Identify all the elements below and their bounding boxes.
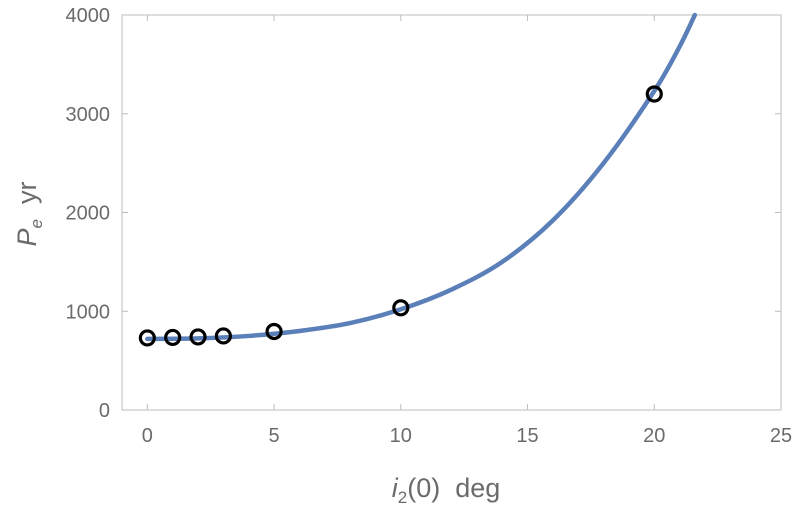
y-tick-label: 4000 [66,5,111,27]
data-point [138,329,156,347]
x-tick-label: 25 [770,425,792,447]
y-tick-label: 2000 [66,203,111,225]
plot-frame [121,14,782,411]
y-tick-label: 3000 [66,104,111,126]
x-tick-label: 15 [516,425,538,447]
data-point [164,328,182,347]
x-tick-label: 10 [390,425,412,447]
data-point [265,322,283,341]
y-tick-label: 1000 [66,301,111,323]
y-axis-ticks: 0 1000 2000 3000 4000 [66,5,781,422]
data-point [645,85,663,103]
series-layer [138,12,698,347]
fit-curve-line [145,12,698,342]
x-tick-label: 20 [643,425,665,447]
x-tick-label: 5 [269,425,280,447]
x-tick-label: 0 [142,425,153,447]
y-axis-title: Pe yr [12,182,46,247]
data-point [392,299,410,317]
data-point [189,328,207,346]
y-tick-label: 0 [99,400,110,422]
data-point [214,327,232,345]
x-axis-ticks: 0 5 10 15 20 25 [142,15,792,447]
x-axis-title: i2(0) deg [392,473,501,507]
